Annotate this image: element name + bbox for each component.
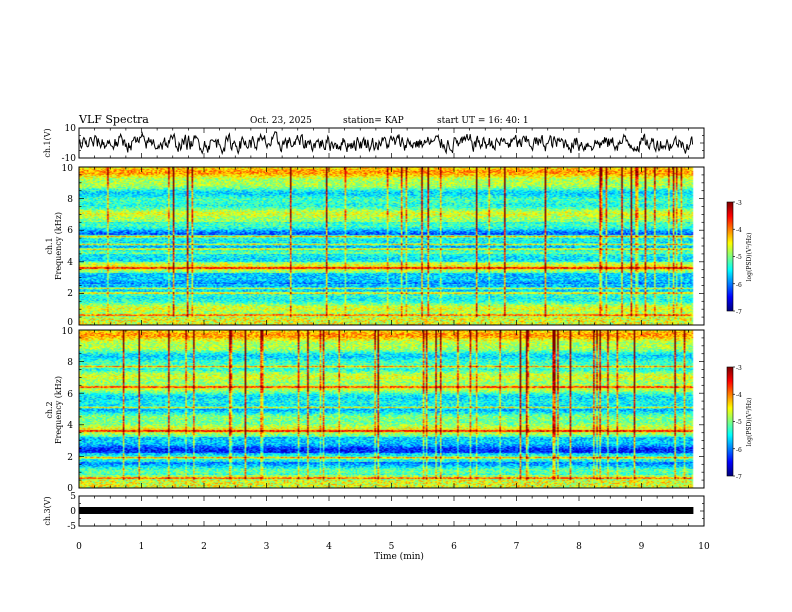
cb1-tick-minus4: -4	[736, 227, 742, 234]
ch2-ytick-2: 2	[67, 453, 73, 463]
chart-title: VLF Spectra	[78, 113, 149, 126]
cb1-tick-minus6: -6	[736, 282, 742, 289]
ch1-ytick-0: 0	[67, 318, 73, 328]
cb2-tick-minus6: -6	[736, 447, 742, 454]
ch3-wave-ylabel: ch.3(V)	[43, 496, 52, 525]
station-label: station= KAP	[343, 116, 404, 126]
ch2-ytick-6: 6	[67, 390, 73, 400]
ch1-ylabel-channel: ch.1	[45, 237, 54, 254]
cb1-label: log(PSD)(V²/Hz)	[746, 233, 753, 282]
xtick-3: 3	[264, 542, 270, 552]
ch1-colorbar	[727, 202, 733, 311]
xtick-0: 0	[76, 542, 82, 552]
cb1-tick-minus7: -7	[736, 309, 742, 316]
ch1-ytick-4: 4	[67, 258, 73, 268]
cb1-tick-minus5: -5	[736, 254, 742, 261]
xtick-2: 2	[201, 542, 207, 552]
ch1-ylabel-frequency: Frequency (kHz)	[54, 212, 63, 280]
ch1-wave-ytick-top: 10	[65, 124, 77, 134]
x-axis-label: Time (min)	[374, 551, 424, 562]
ch2-ytick-10: 10	[62, 327, 74, 337]
ch3-waveform-band	[79, 507, 694, 514]
ch2-colorbar	[727, 367, 733, 476]
cb1-tick-minus3: -3	[736, 200, 742, 207]
cb2-tick-minus7: -7	[736, 474, 742, 481]
start-time-label: start UT = 16: 40: 1	[437, 116, 529, 126]
xtick-7: 7	[514, 542, 520, 552]
cb2-label: log(PSD)(V²/Hz)	[746, 398, 753, 447]
ch2-ytick-4: 4	[67, 421, 73, 431]
cb2-tick-minus4: -4	[736, 392, 742, 399]
xtick-5: 5	[389, 542, 395, 552]
ch1-ytick-8: 8	[67, 195, 73, 205]
ch1-ytick-6: 6	[67, 226, 73, 236]
xtick-10: 10	[698, 542, 710, 552]
ch2-spectrogram	[79, 330, 704, 488]
ch2-ylabel-channel: ch.2	[45, 401, 54, 418]
xtick-9: 9	[639, 542, 645, 552]
xtick-8: 8	[576, 542, 582, 552]
ch1-ytick-10: 10	[62, 164, 74, 174]
ch2-ytick-0: 0	[67, 484, 73, 494]
ch3-wave-ytick-5: 5	[70, 492, 76, 502]
ch1-wave-ylabel: ch.1(V)	[43, 128, 52, 157]
ch2-ylabel-frequency: Frequency (kHz)	[54, 376, 63, 444]
xtick-4: 4	[326, 542, 332, 552]
ch1-wave-ytick-bottom: -10	[62, 154, 77, 164]
ch1-ytick-2: 2	[67, 289, 73, 299]
ch2-ytick-8: 8	[67, 358, 73, 368]
xtick-1: 1	[139, 542, 145, 552]
tick-marks	[78, 127, 735, 527]
ch3-wave-ytick-0: 0	[70, 507, 76, 517]
cb2-tick-minus3: -3	[736, 365, 742, 372]
ch1-spectrogram	[79, 167, 704, 325]
cb2-tick-minus5: -5	[736, 419, 742, 426]
ch1-waveform-line	[78, 130, 694, 156]
date-label: Oct. 23, 2025	[250, 116, 312, 126]
xtick-6: 6	[451, 542, 457, 552]
ch3-wave-ytick-minus5: -5	[67, 522, 76, 532]
